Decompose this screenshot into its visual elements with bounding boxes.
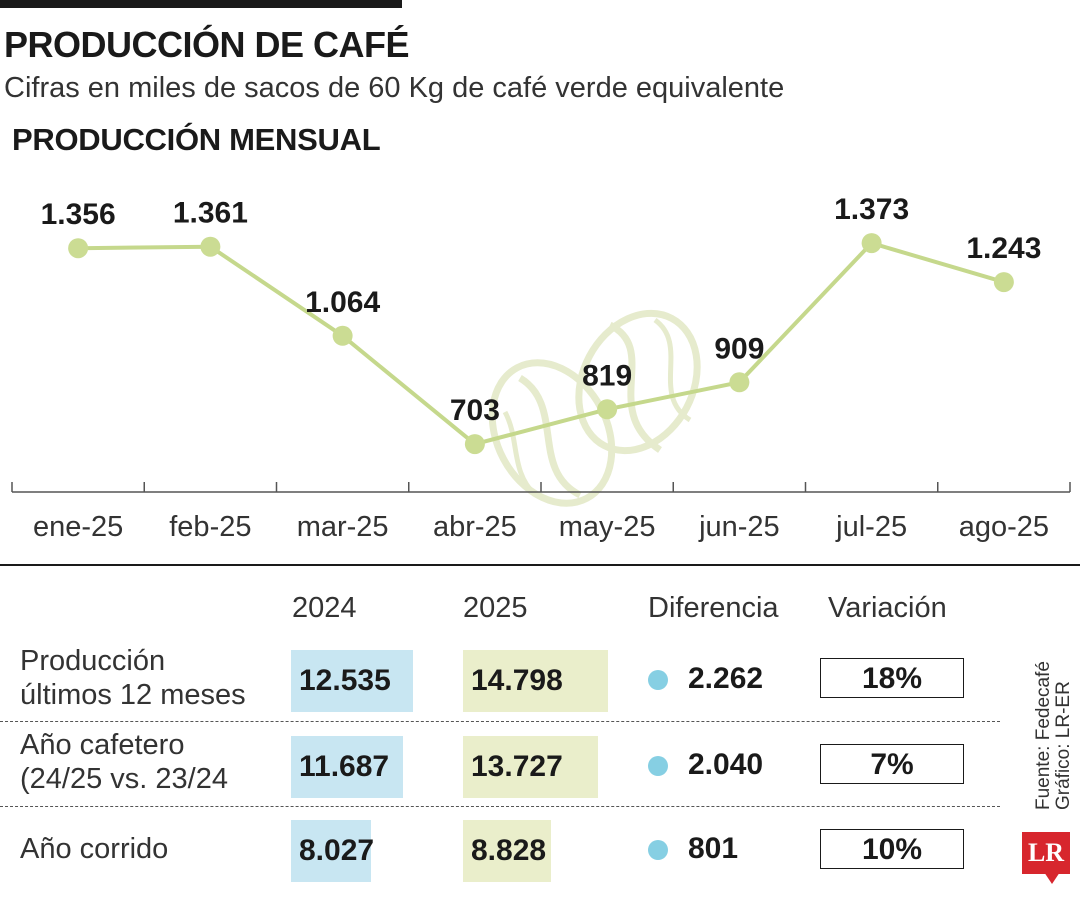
diferencia-ano-corrido: 801 <box>688 832 739 865</box>
variacion-ultimos-12-meses: 18% <box>820 658 964 698</box>
row-divider <box>0 721 1000 722</box>
variacion-ano-corrido: 10% <box>820 829 964 869</box>
cell-2024-ano-cafetero: 11.687 <box>291 736 403 798</box>
x-tick-label-abr-25: abr-25 <box>433 511 517 543</box>
coffee-bean-icon <box>488 309 701 507</box>
x-tick-label-mar-25: mar-25 <box>297 511 389 543</box>
data-label-abr-25: 703 <box>450 394 500 427</box>
section-divider <box>0 564 1080 566</box>
dot-icon <box>648 756 668 776</box>
data-label-may-25: 819 <box>582 359 632 392</box>
data-point-jun-25 <box>729 372 750 393</box>
x-tick-label-ago-25: ago-25 <box>959 511 1049 543</box>
page-title: PRODUCCIÓN DE CAFÉ <box>4 24 410 65</box>
dot-icon <box>648 840 668 860</box>
column-header-variacion: Variación <box>828 592 947 624</box>
x-tick-label-jun-25: jun-25 <box>698 511 780 543</box>
x-tick-label-jul-25: jul-25 <box>835 511 907 543</box>
source-credit: Fuente: Fedecafé Gráfico: LR-ER <box>1033 661 1074 810</box>
data-label-feb-25: 1.361 <box>173 197 248 230</box>
data-label-ene-25: 1.356 <box>41 198 116 231</box>
data-point-abr-25 <box>464 434 485 455</box>
data-label-jun-25: 909 <box>714 332 764 365</box>
data-label-jul-25: 1.373 <box>834 193 909 226</box>
column-header-diferencia: Diferencia <box>648 592 779 624</box>
data-label-mar-25: 1.064 <box>305 286 380 319</box>
cell-2025-ano-corrido: 8.828 <box>463 820 551 882</box>
lr-logo: LR <box>1022 832 1070 874</box>
line-chart: 1.356 1.361 1.064 703 819 909 1.373 1.243 ene-2… <box>11 193 1071 543</box>
cell-2024-ano-corrido: 8.027 <box>291 820 374 882</box>
column-header-2025: 2025 <box>463 592 528 624</box>
x-tick-label-ene-25: ene-25 <box>33 511 123 543</box>
dot-icon <box>648 670 668 690</box>
page-subtitle: Cifras en miles de sacos de 60 Kg de caf… <box>4 72 785 104</box>
row-label-ano-corrido: Año corrido <box>20 833 169 865</box>
data-point-may-25 <box>597 399 618 420</box>
series-line <box>78 241 1005 447</box>
diferencia-ano-cafetero: 2.040 <box>688 748 764 781</box>
data-label-ago-25: 1.243 <box>966 232 1041 265</box>
row-divider <box>0 806 1000 807</box>
section-title: PRODUCCIÓN MENSUAL <box>12 122 381 157</box>
data-point-feb-25 <box>200 236 221 257</box>
cell-2025-ultimos-12-meses: 14.798 <box>463 650 608 712</box>
row-label-ano-cafetero: Año cafetero (24/25 vs. 23/24 <box>20 729 228 795</box>
x-tick-label-feb-25: feb-25 <box>169 511 251 543</box>
data-point-mar-25 <box>332 325 353 346</box>
cell-2025-ano-cafetero: 13.727 <box>463 736 598 798</box>
top-accent-bar <box>0 0 402 8</box>
x-tick-label-may-25: may-25 <box>559 511 656 543</box>
row-label-ultimos-12-meses: Producción últimos 12 meses <box>20 645 246 711</box>
cell-2024-ultimos-12-meses: 12.535 <box>291 650 413 712</box>
diferencia-ultimos-12-meses: 2.262 <box>688 662 764 695</box>
column-header-2024: 2024 <box>292 592 357 624</box>
lr-logo-tail <box>1044 872 1060 884</box>
data-point-jul-25 <box>861 233 882 254</box>
data-point-ago-25 <box>993 272 1014 293</box>
data-point-ene-25 <box>68 238 89 259</box>
variacion-ano-cafetero: 7% <box>820 744 964 784</box>
